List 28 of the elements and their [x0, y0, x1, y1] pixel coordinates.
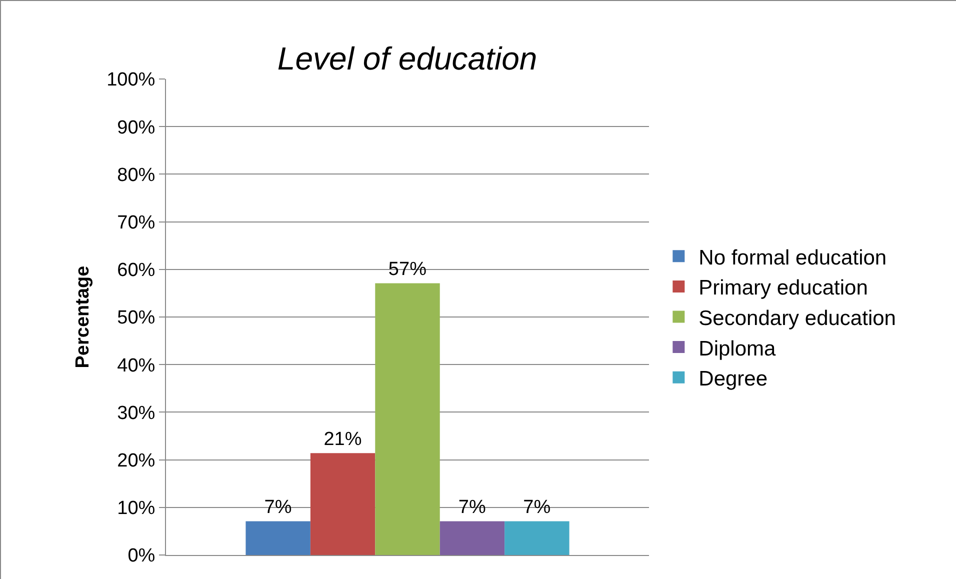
legend-label: Primary education [698, 276, 868, 300]
y-tick-label: 90% [117, 117, 156, 138]
y-tick-label: 50% [117, 308, 156, 329]
y-tick-label: 0% [128, 546, 156, 567]
bar [504, 521, 570, 555]
y-tick-label: 100% [106, 70, 156, 91]
bar [440, 521, 505, 555]
bar [375, 283, 440, 555]
y-axis-title: Percentage [72, 266, 94, 368]
y-tick-label: 30% [117, 402, 156, 424]
y-tick-label: 70% [117, 212, 156, 234]
legend-label: Degree [698, 368, 768, 391]
data-label: 21% [324, 429, 362, 450]
y-tick-label: 20% [117, 450, 156, 472]
legend-label: Diploma [698, 337, 776, 360]
legend-label: No formal education [698, 246, 887, 270]
y-tick-label: 80% [117, 164, 156, 186]
bar [246, 521, 310, 555]
data-label: 7% [523, 497, 551, 518]
y-tick-label: 60% [117, 260, 156, 282]
legend-label: Secondary education [698, 306, 896, 330]
chart-title: Level of education [277, 40, 538, 77]
y-tick-label: 10% [117, 498, 156, 520]
bar [310, 453, 376, 555]
data-label: 7% [264, 497, 292, 518]
y-tick-label: 40% [117, 355, 156, 376]
data-label: 57% [388, 259, 427, 280]
data-label: 7% [458, 497, 486, 518]
